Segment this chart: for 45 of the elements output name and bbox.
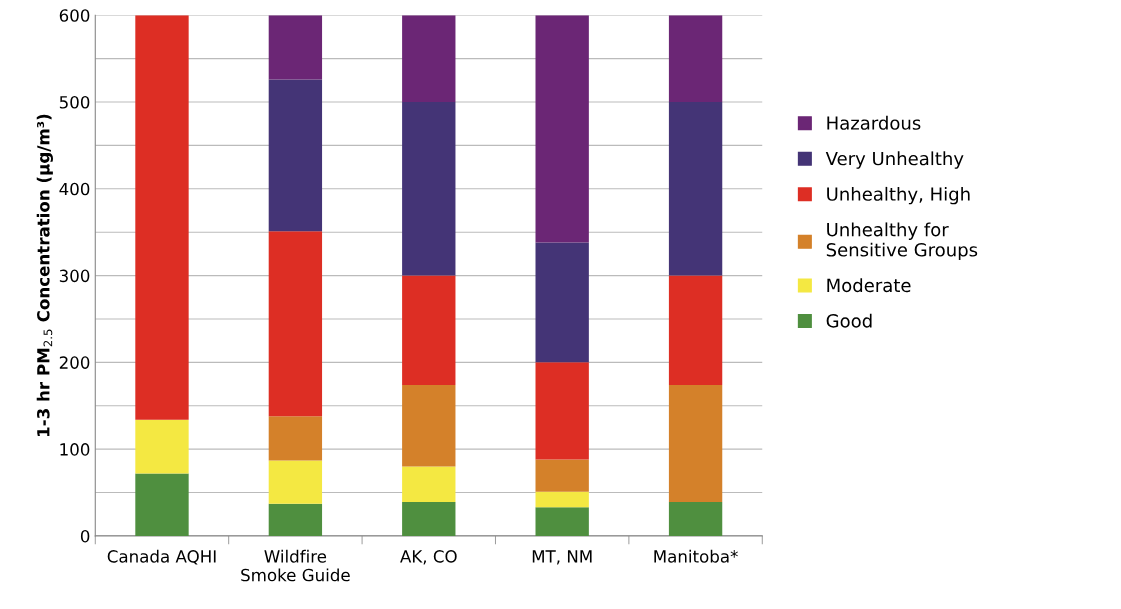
- bar: [135, 419, 189, 474]
- y-tick-label: 0: [80, 529, 90, 543]
- bar: [535, 459, 589, 492]
- x-tick-label: MT, NM: [532, 550, 592, 565]
- bar: [535, 507, 589, 536]
- legend-label: Moderate: [827, 278, 911, 293]
- bar: [402, 275, 456, 385]
- legend-label: Unhealthy, High: [827, 186, 970, 205]
- bar: [268, 231, 323, 417]
- y-axis-title: 1-3 hr PM$_{2.5}$ Concentration (μg/m³): [36, 114, 53, 437]
- y-tick-label: 500: [59, 95, 90, 109]
- legend-label: Very Unhealthy: [825, 151, 964, 169]
- bar: [268, 79, 323, 232]
- bar: [535, 15, 589, 243]
- bar: [402, 502, 456, 536]
- bar: [268, 416, 323, 461]
- bar: [135, 473, 189, 536]
- x-tick-label: Canada AQHI: [107, 549, 216, 565]
- bar: [268, 503, 323, 536]
- bar: [268, 460, 323, 504]
- bar: [668, 502, 723, 536]
- bar: [668, 384, 723, 503]
- bar: [668, 102, 723, 276]
- bar: [668, 275, 723, 385]
- bar: [268, 15, 323, 80]
- y-tick-label: 600: [59, 9, 90, 22]
- y-tick-label: 100: [60, 443, 90, 456]
- bar: [402, 466, 456, 503]
- bar: [668, 15, 723, 103]
- legend-label: Hazardous: [827, 115, 921, 130]
- bar: [402, 15, 456, 103]
- bar: [535, 362, 589, 460]
- bar: [535, 242, 589, 363]
- y-tick-label: 200: [59, 356, 90, 369]
- x-tick-label: Manitoba*: [654, 549, 738, 563]
- legend-label: Unhealthy for Sensitive Groups: [826, 222, 978, 261]
- legend-label: Good: [826, 313, 872, 328]
- y-tick-label: 300: [59, 269, 90, 283]
- bar: [135, 15, 189, 420]
- bar: [402, 102, 456, 276]
- x-tick-label: AK, CO: [400, 550, 457, 565]
- x-tick-label: Wildfire Smoke Guide: [241, 549, 350, 582]
- y-tick-label: 400: [59, 182, 90, 196]
- bar: [402, 384, 456, 467]
- bar: [535, 491, 589, 508]
